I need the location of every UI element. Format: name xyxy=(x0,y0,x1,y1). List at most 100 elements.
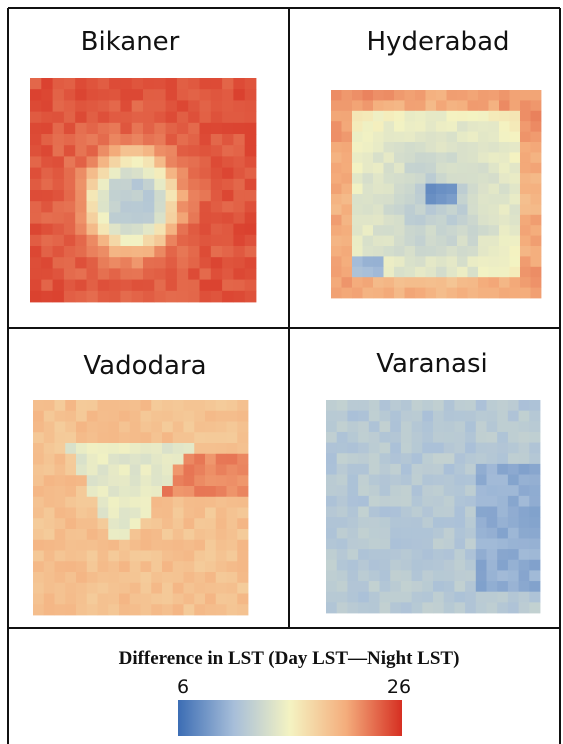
map-cell xyxy=(143,123,155,135)
map-cell xyxy=(108,432,119,443)
map-cell xyxy=(188,168,200,180)
map-cell xyxy=(510,152,521,163)
map-cell xyxy=(108,551,119,562)
map-cell xyxy=(468,111,479,122)
map-cell xyxy=(380,485,391,496)
map-cell xyxy=(422,411,433,422)
map-cell xyxy=(497,570,508,581)
map-cell xyxy=(436,90,447,101)
map-cell xyxy=(426,132,437,143)
map-cell xyxy=(237,529,248,540)
map-cell xyxy=(154,179,166,191)
map-cell xyxy=(188,123,200,135)
map-cell xyxy=(200,123,212,135)
map-cell xyxy=(489,225,500,236)
map-cell xyxy=(342,256,353,267)
map-cell xyxy=(53,280,65,292)
map-cell xyxy=(457,111,468,122)
map-cell xyxy=(331,236,342,247)
map-cell xyxy=(447,152,458,163)
map-cell xyxy=(245,134,257,146)
map-cell xyxy=(53,268,65,280)
map-cell xyxy=(200,179,212,191)
map-cell xyxy=(394,173,405,184)
map-cell xyxy=(33,475,44,486)
map-cell xyxy=(465,507,476,518)
map-cell xyxy=(426,225,437,236)
map-cell xyxy=(478,121,489,132)
map-cell xyxy=(151,497,162,508)
map-cell xyxy=(205,540,216,551)
map-cell xyxy=(130,540,141,551)
map-cell xyxy=(337,538,348,549)
map-cell xyxy=(30,134,42,146)
map-cell xyxy=(487,581,498,592)
map-cell xyxy=(109,201,121,213)
map-cell xyxy=(352,152,363,163)
map-cell xyxy=(358,517,369,528)
map-cell xyxy=(233,291,245,303)
map-cell xyxy=(132,212,144,224)
map-cell xyxy=(476,549,487,560)
map-cell xyxy=(426,184,437,195)
map-cell xyxy=(412,507,423,518)
map-cell xyxy=(41,268,53,280)
map-cell xyxy=(478,184,489,195)
map-cell xyxy=(87,212,99,224)
map-cell xyxy=(216,454,227,465)
map-cell xyxy=(233,268,245,280)
map-cell xyxy=(108,486,119,497)
map-cell xyxy=(44,604,55,615)
map-cell xyxy=(444,549,455,560)
map-cell xyxy=(510,236,521,247)
map-cell xyxy=(30,212,42,224)
map-cell xyxy=(384,152,395,163)
map-cell xyxy=(426,277,437,288)
map-cell xyxy=(200,89,212,101)
map-cell xyxy=(447,111,458,122)
map-cell xyxy=(415,132,426,143)
map-cell xyxy=(433,411,444,422)
map-cell xyxy=(245,100,257,112)
map-cell xyxy=(337,432,348,443)
map-cell xyxy=(154,145,166,157)
map-cell xyxy=(487,432,498,443)
map-cell xyxy=(227,594,238,605)
map-cell xyxy=(373,225,384,236)
map-cell xyxy=(237,432,248,443)
map-cell xyxy=(468,121,479,132)
map-cell xyxy=(162,561,173,572)
map-cell xyxy=(352,277,363,288)
map-cell xyxy=(120,100,132,112)
map-cell xyxy=(173,465,184,476)
map-cell xyxy=(489,163,500,174)
map-cell xyxy=(457,246,468,257)
map-cell xyxy=(55,594,66,605)
map-cell xyxy=(508,421,519,432)
map-cell xyxy=(233,257,245,269)
map-cell xyxy=(141,540,152,551)
map-cell xyxy=(457,236,468,247)
map-cell xyxy=(342,215,353,226)
map-cell xyxy=(188,190,200,202)
map-cell xyxy=(245,145,257,157)
map-cell xyxy=(331,256,342,267)
map-cell xyxy=(476,432,487,443)
map-cell xyxy=(508,581,519,592)
map-cell xyxy=(519,507,530,518)
map-cell xyxy=(394,236,405,247)
map-cell xyxy=(222,190,234,202)
map-cell xyxy=(401,411,412,422)
map-cell xyxy=(173,497,184,508)
map-cell xyxy=(352,100,363,111)
map-cell xyxy=(98,422,109,433)
map-cell xyxy=(499,277,510,288)
map-cell xyxy=(337,475,348,486)
map-cell xyxy=(200,100,212,112)
map-cell xyxy=(76,475,87,486)
map-cell xyxy=(447,256,458,267)
map-cell xyxy=(216,529,227,540)
map-cell xyxy=(363,184,374,195)
map-cell xyxy=(211,123,223,135)
map-cell xyxy=(433,602,444,613)
